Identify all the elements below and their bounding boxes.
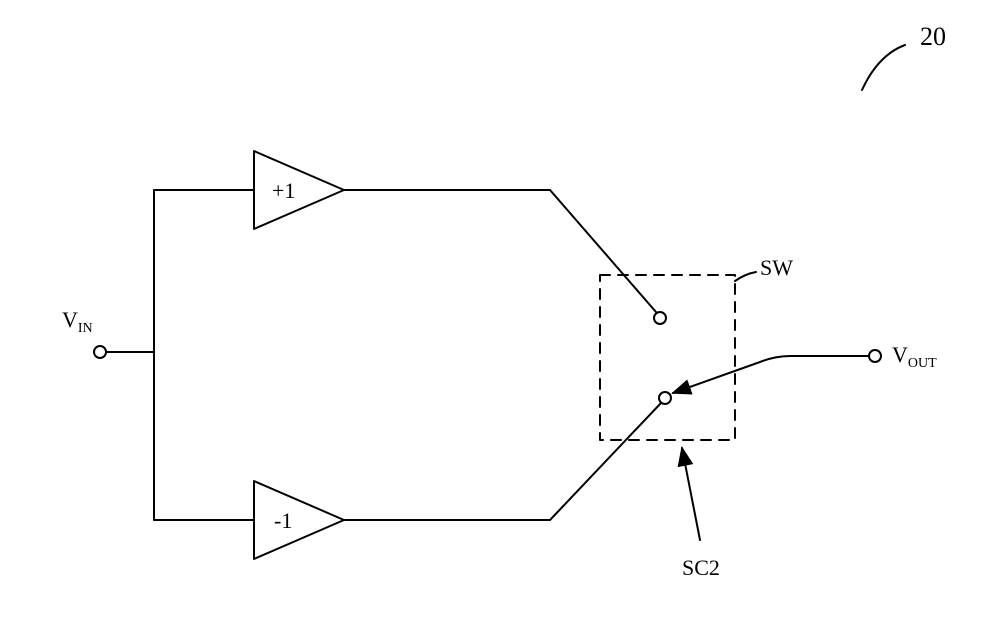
- amp-bottom: [254, 481, 344, 559]
- amp-bottom-label: -1: [274, 508, 292, 533]
- amp-top-label: +1: [272, 178, 295, 203]
- switch-box: [600, 275, 735, 440]
- wire-output: [760, 356, 869, 362]
- sw-leader: [735, 272, 756, 281]
- amp-top: [254, 151, 344, 229]
- vin-terminal: [94, 346, 106, 358]
- vin-label: VIN: [62, 307, 93, 336]
- vout-label-main: V: [892, 342, 908, 367]
- switch-label: SW: [760, 255, 793, 280]
- vout-label-sub: OUT: [908, 356, 937, 371]
- sc2-arrow: [682, 448, 700, 540]
- wire-amp-top-out: [344, 190, 656, 312]
- reference-arc: [862, 45, 905, 90]
- vout-label: VOUT: [892, 342, 937, 371]
- vin-label-main: V: [62, 307, 78, 332]
- wire-amp-bottom-out: [344, 403, 661, 520]
- reference-number: 20: [920, 22, 946, 51]
- sc2-label: SC2: [682, 555, 720, 580]
- vout-terminal: [869, 350, 881, 362]
- switch-contact-top: [654, 312, 666, 324]
- vin-label-sub: IN: [78, 321, 93, 336]
- switch-pole: [659, 392, 671, 404]
- switch-arm-arrow: [673, 362, 760, 393]
